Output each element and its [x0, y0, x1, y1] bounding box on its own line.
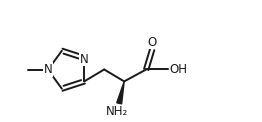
Text: OH: OH	[169, 63, 187, 76]
Text: NH₂: NH₂	[106, 105, 128, 118]
Text: O: O	[148, 36, 157, 49]
Text: N: N	[80, 52, 89, 66]
Polygon shape	[117, 81, 124, 104]
Text: N: N	[44, 63, 52, 76]
